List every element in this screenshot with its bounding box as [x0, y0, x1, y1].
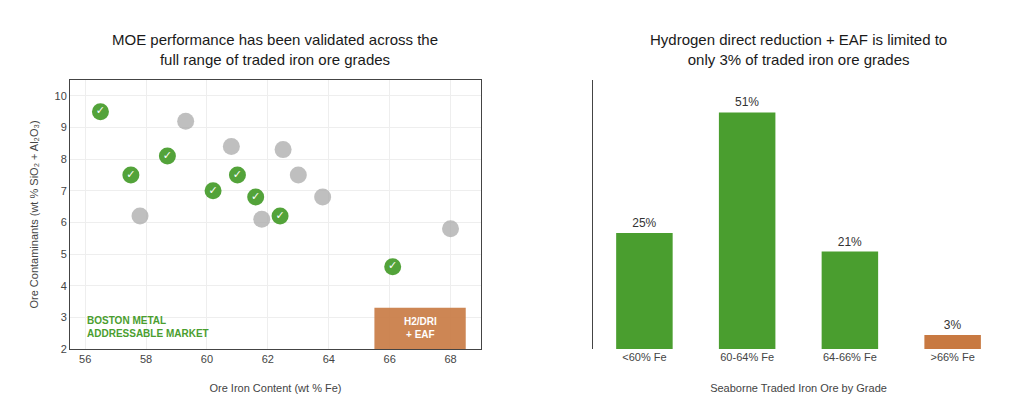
svg-text:5: 5 — [61, 248, 67, 260]
svg-text:10: 10 — [55, 90, 67, 102]
svg-text:Ore Iron Content (wt % Fe): Ore Iron Content (wt % Fe) — [209, 382, 341, 394]
svg-text:<60% Fe: <60% Fe — [622, 351, 666, 363]
svg-text:BOSTON METALADDRESSABLE MARKET: BOSTON METALADDRESSABLE MARKET — [87, 315, 209, 339]
svg-text:✓: ✓ — [388, 259, 397, 271]
svg-text:2: 2 — [61, 343, 67, 355]
svg-text:68: 68 — [444, 353, 456, 365]
svg-text:H2/DRI+ EAF: H2/DRI+ EAF — [404, 316, 437, 340]
svg-text:9: 9 — [61, 121, 67, 133]
svg-text:✓: ✓ — [251, 190, 260, 202]
svg-text:Hydrogen direct reduction + EA: Hydrogen direct reduction + EAF is limit… — [650, 31, 947, 68]
svg-text:3: 3 — [61, 311, 67, 323]
svg-text:21%: 21% — [838, 235, 862, 249]
svg-text:✓: ✓ — [208, 184, 217, 196]
svg-text:60-64% Fe: 60-64% Fe — [720, 351, 774, 363]
svg-text:Seaborne Traded Iron Ore by Gr: Seaborne Traded Iron Ore by Grade — [710, 382, 887, 394]
svg-text:3%: 3% — [944, 318, 962, 332]
svg-text:56: 56 — [79, 353, 91, 365]
svg-text:58: 58 — [140, 353, 152, 365]
svg-text:8: 8 — [61, 153, 67, 165]
svg-text:Ore Contaminants (wt % SiO₂ +: Ore Contaminants (wt % SiO₂ + Al₂O₃) — [28, 120, 40, 308]
svg-text:>66% Fe: >66% Fe — [930, 351, 974, 363]
svg-text:MOE performance has been valid: MOE performance has been validated acros… — [112, 31, 438, 68]
svg-text:✓: ✓ — [163, 149, 172, 161]
svg-text:25%: 25% — [632, 216, 656, 230]
svg-text:64-66% Fe: 64-66% Fe — [823, 351, 877, 363]
svg-text:4: 4 — [61, 280, 67, 292]
svg-text:✓: ✓ — [96, 104, 105, 116]
svg-text:✓: ✓ — [275, 209, 284, 221]
svg-text:51%: 51% — [735, 95, 759, 109]
svg-text:6: 6 — [61, 216, 67, 228]
svg-text:62: 62 — [262, 353, 274, 365]
svg-text:60: 60 — [201, 353, 213, 365]
svg-text:7: 7 — [61, 185, 67, 197]
svg-text:64: 64 — [323, 353, 335, 365]
svg-text:✓: ✓ — [233, 168, 242, 180]
svg-text:✓: ✓ — [126, 168, 135, 180]
svg-text:66: 66 — [384, 353, 396, 365]
